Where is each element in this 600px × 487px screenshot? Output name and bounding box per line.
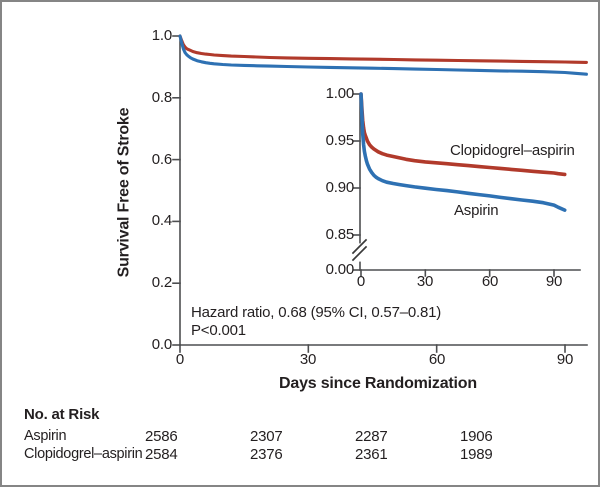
main-ytick-0.2: 0.2 <box>151 274 172 291</box>
aspirin-curve-label: Aspirin <box>454 202 499 219</box>
curve-aspirin <box>359 92 567 212</box>
curve-aspirin <box>178 34 588 76</box>
inset-ytick-0.95: 0.95 <box>325 132 355 149</box>
inset-xtick-0: 0 <box>356 273 366 290</box>
inset-ytick-0.90: 0.90 <box>325 179 355 196</box>
inset-ytick-0.00: 0.00 <box>325 261 355 278</box>
main-xtick-90: 90 <box>556 351 574 368</box>
y-axis-label: Survival Free of Stroke <box>115 107 133 278</box>
inset-ytick-0.85: 0.85 <box>325 226 355 243</box>
risk-table-title: No. at Risk <box>24 406 100 423</box>
main-ytick-0.4: 0.4 <box>151 212 172 229</box>
main-ytick-0.8: 0.8 <box>151 89 172 106</box>
main-xtick-60: 60 <box>428 351 446 368</box>
risk-value: 1989 <box>460 446 493 463</box>
inset-xtick-60: 60 <box>481 273 499 290</box>
risk-row-label: Aspirin <box>24 428 67 444</box>
risk-value: 2287 <box>355 428 388 445</box>
main-xtick-0: 0 <box>175 351 185 368</box>
main-ytick-0.6: 0.6 <box>151 151 172 168</box>
x-axis-label: Days since Randomization <box>279 375 477 392</box>
hazard-ratio-text: Hazard ratio, 0.68 (95% CI, 0.57–0.81) <box>191 304 442 321</box>
inset-xtick-90: 90 <box>545 273 563 290</box>
main-ytick-1.0: 1.0 <box>151 27 172 44</box>
risk-value: 2376 <box>250 446 283 463</box>
curve-clopidogrel-aspirin <box>178 34 588 64</box>
risk-value: 2361 <box>355 446 388 463</box>
inset-ytick-1.00: 1.00 <box>325 85 355 102</box>
clopidogrel-aspirin-curve-label: Clopidogrel–aspirin <box>450 142 575 159</box>
risk-value: 2586 <box>145 428 178 445</box>
inset-xtick-30: 30 <box>416 273 434 290</box>
curve-clopidogrel-aspirin <box>359 92 567 177</box>
p-value-text: P<0.001 <box>191 322 246 339</box>
main-ytick-0.0: 0.0 <box>151 336 172 353</box>
risk-value: 1906 <box>460 428 493 445</box>
risk-value: 2584 <box>145 446 178 463</box>
main-xtick-30: 30 <box>299 351 317 368</box>
risk-value: 2307 <box>250 428 283 445</box>
risk-row-label: Clopidogrel–aspirin <box>24 446 143 462</box>
